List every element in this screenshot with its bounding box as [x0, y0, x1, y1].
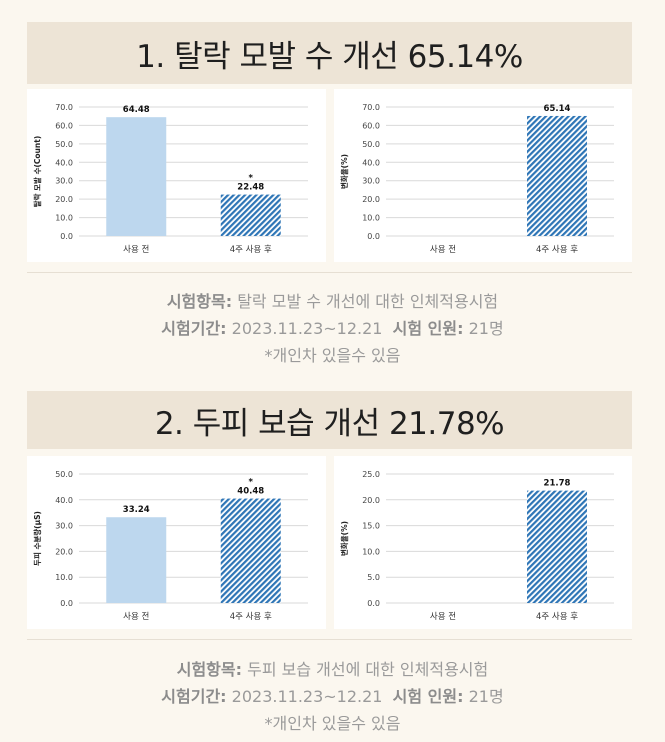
y-tick-label: 30.0	[362, 177, 380, 186]
y-tick-label: 30.0	[55, 522, 73, 531]
x-category-label: 4주 사용 후	[230, 245, 272, 255]
test-item-line: 시험항목: 두피 보습 개선에 대한 인체적용시험	[0, 656, 665, 683]
test-item-value: 두피 보습 개선에 대한 인체적용시험	[242, 660, 489, 679]
data-label: 64.48	[123, 105, 150, 115]
test-item-label: 시험항목:	[176, 660, 243, 679]
y-tick-label: 15.0	[362, 522, 380, 531]
test-period-value: 2023.11.23~12.21	[226, 319, 383, 338]
y-tick-label: 10.0	[362, 547, 380, 556]
disclaimer-note: *개인차 있을수 있음	[264, 714, 401, 733]
y-tick-label: 10.0	[55, 214, 73, 223]
test-people-value: 21명	[463, 319, 504, 338]
bar	[527, 115, 587, 236]
section-title: 2. 두피 보습 개선 21.78%	[154, 405, 505, 442]
divider	[27, 272, 632, 273]
test-info: 시험항목: 두피 보습 개선에 대한 인체적용시험 시험기간: 2023.11.…	[0, 656, 665, 737]
x-category-label: 4주 사용 후	[536, 612, 578, 622]
data-label: 33.24	[123, 505, 150, 515]
chart-panel: 0.0 5.0 10.0 15.0 20.0 25.0 변화율(%) 사용 전 21.78 4주 …	[334, 456, 632, 629]
test-item-label: 시험항목:	[166, 292, 233, 311]
chart-panel: 0.0 10.0 20.0 30.0 40.0 50.0 60.0 70.0 탈락 모발 수(C…	[27, 89, 326, 262]
disclaimer-note: *개인차 있을수 있음	[264, 346, 401, 365]
y-tick-label: 10.0	[362, 214, 380, 223]
section-title-band: 1. 탈락 모발 수 개선 65.14%	[27, 22, 632, 84]
test-period-line: 시험기간: 2023.11.23~12.21 시험 인원: 21명	[0, 315, 665, 342]
chart-panel: 0.0 10.0 20.0 30.0 40.0 50.0 60.0 70.0 변화율(%) 사용 …	[334, 89, 632, 262]
bar	[220, 498, 281, 603]
x-category-label: 사용 전	[430, 611, 456, 622]
y-tick-label: 20.0	[362, 496, 380, 505]
x-category-label: 사용 전	[123, 611, 149, 622]
y-tick-label: 0.0	[367, 599, 380, 608]
test-people-label: 시험 인원:	[392, 319, 464, 338]
test-item-line: 시험항목: 탈락 모발 수 개선에 대한 인체적용시험	[0, 288, 665, 315]
y-tick-label: 25.0	[362, 470, 380, 479]
y-tick-label: 20.0	[55, 195, 73, 204]
significance-marker: *	[249, 174, 254, 184]
y-tick-label: 60.0	[55, 121, 73, 130]
hair-loss-change-rate-chart: 0.0 10.0 20.0 30.0 40.0 50.0 60.0 70.0 변화율(%) 사용 …	[339, 103, 614, 255]
y-axis-label: 변화율(%)	[339, 154, 349, 189]
data-label: 65.14	[544, 104, 571, 114]
test-period-value: 2023.11.23~12.21	[226, 687, 383, 706]
test-period-label: 시험기간:	[161, 687, 227, 706]
hair-loss-count-chart: 0.0 10.0 20.0 30.0 40.0 50.0 60.0 70.0 탈락 모발 수(C…	[32, 103, 308, 255]
divider	[27, 639, 632, 640]
test-period-label: 시험기간:	[161, 319, 227, 338]
x-category-label: 4주 사용 후	[230, 612, 272, 622]
y-tick-label: 0.0	[60, 599, 73, 608]
test-people-value: 21명	[463, 687, 504, 706]
y-tick-label: 20.0	[55, 547, 73, 556]
y-axis-label: 탈락 모발 수(Count)	[32, 136, 42, 208]
y-tick-label: 50.0	[55, 470, 73, 479]
y-tick-label: 50.0	[55, 140, 73, 149]
data-label: 21.78	[544, 479, 571, 489]
bar	[106, 117, 167, 236]
y-axis-label: 두피 수분량(μS)	[32, 511, 42, 566]
y-tick-label: 40.0	[55, 496, 73, 505]
x-category-label: 4주 사용 후	[536, 245, 578, 255]
y-tick-label: 0.0	[367, 232, 380, 241]
y-tick-label: 70.0	[55, 103, 73, 112]
test-people-label: 시험 인원:	[392, 687, 464, 706]
test-period-line: 시험기간: 2023.11.23~12.21 시험 인원: 21명	[0, 683, 665, 710]
chart-panel: 0.0 10.0 20.0 30.0 40.0 50.0 두피 수분량(μS) 33.24 사용…	[27, 456, 326, 629]
bar	[527, 490, 587, 603]
data-label: 40.48	[237, 487, 264, 497]
test-info: 시험항목: 탈락 모발 수 개선에 대한 인체적용시험 시험기간: 2023.1…	[0, 288, 665, 369]
scalp-moisture-change-rate-chart: 0.0 5.0 10.0 15.0 20.0 25.0 변화율(%) 사용 전 21.78 4주 …	[339, 470, 614, 622]
section-title: 1. 탈락 모발 수 개선 65.14%	[136, 38, 523, 75]
scalp-moisture-chart: 0.0 10.0 20.0 30.0 40.0 50.0 두피 수분량(μS) 33.24 사용…	[32, 470, 308, 622]
section-title-band: 2. 두피 보습 개선 21.78%	[27, 391, 632, 449]
y-axis-label: 변화율(%)	[339, 521, 349, 556]
y-tick-label: 0.0	[60, 232, 73, 241]
y-tick-label: 5.0	[367, 573, 380, 582]
x-category-label: 사용 전	[430, 244, 456, 255]
y-tick-label: 70.0	[362, 103, 380, 112]
y-tick-label: 40.0	[362, 158, 380, 167]
bar	[220, 194, 281, 236]
x-category-label: 사용 전	[123, 244, 149, 255]
y-tick-label: 60.0	[362, 121, 380, 130]
test-item-value: 탈락 모발 수 개선에 대한 인체적용시험	[232, 292, 499, 311]
y-tick-label: 10.0	[55, 573, 73, 582]
y-tick-label: 30.0	[55, 177, 73, 186]
y-tick-label: 40.0	[55, 158, 73, 167]
bar	[106, 517, 167, 603]
y-tick-label: 50.0	[362, 140, 380, 149]
y-tick-label: 20.0	[362, 195, 380, 204]
data-label: 22.48	[237, 183, 264, 193]
significance-marker: *	[249, 478, 254, 488]
